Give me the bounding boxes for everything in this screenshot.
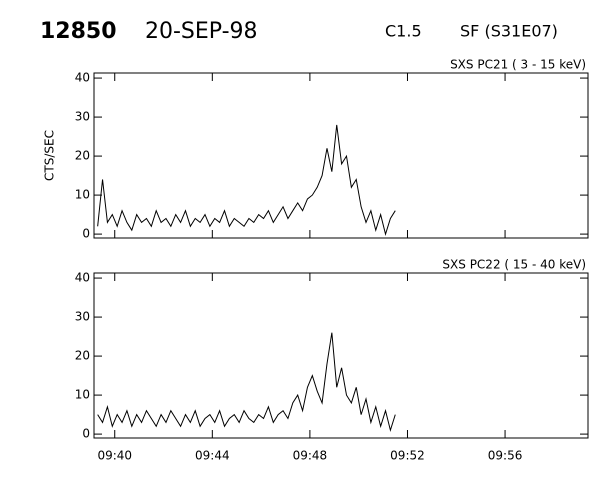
data-line [97, 124, 396, 236]
y-tick-label: 20 [75, 149, 90, 163]
data-line [97, 332, 396, 433]
panel-title: SXS PC22 ( 15 - 40 keV) [442, 258, 586, 272]
y-tick-label: 10 [75, 188, 90, 202]
y-tick-label: 30 [75, 310, 90, 324]
x-tick-label: 09:40 [97, 449, 132, 463]
y-tick-label: 20 [75, 349, 90, 363]
flare-location: SF (S31E07) [460, 22, 558, 41]
y-tick-label: 0 [82, 427, 90, 441]
y-tick-label: 30 [75, 110, 90, 124]
plot-frame [93, 72, 589, 239]
event-number: 12850 [40, 19, 117, 44]
y-tick-label: 40 [75, 271, 90, 285]
y-tick-label: 40 [75, 71, 90, 85]
date: 20-SEP-98 [145, 19, 258, 44]
x-tick-label: 09:56 [488, 449, 523, 463]
panel-title: SXS PC21 ( 3 - 15 keV) [450, 58, 586, 72]
y-tick-label: 10 [75, 388, 90, 402]
x-tick-label: 09:52 [390, 449, 425, 463]
y-tick-label: 0 [82, 227, 90, 241]
plot-frame [93, 272, 589, 439]
x-tick-label: 09:44 [195, 449, 230, 463]
flare-class: C1.5 [385, 22, 422, 41]
x-tick-label: 09:48 [293, 449, 328, 463]
y-axis-label: CTS/SEC [43, 130, 57, 181]
